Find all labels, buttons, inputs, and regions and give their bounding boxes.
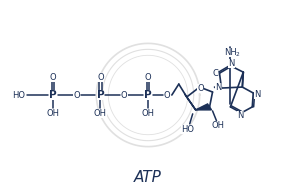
Text: O: O <box>197 83 204 93</box>
Text: HO: HO <box>13 91 26 100</box>
Text: ATP: ATP <box>134 170 162 185</box>
Polygon shape <box>185 94 196 110</box>
Text: C: C <box>213 69 218 78</box>
Text: O: O <box>145 73 151 82</box>
Text: HO: HO <box>181 125 194 134</box>
Text: O: O <box>121 91 128 100</box>
Text: N: N <box>237 111 244 120</box>
Text: P: P <box>144 90 152 100</box>
Text: OH: OH <box>142 109 154 118</box>
Text: OH: OH <box>212 121 225 130</box>
Text: N: N <box>254 90 260 99</box>
Text: N: N <box>215 83 222 91</box>
Text: 2: 2 <box>236 52 239 57</box>
Text: O: O <box>97 73 104 82</box>
Text: N: N <box>228 59 235 68</box>
Text: O: O <box>73 91 80 100</box>
Polygon shape <box>196 104 211 110</box>
Text: P: P <box>97 90 104 100</box>
Text: O: O <box>164 91 170 100</box>
Text: NH: NH <box>224 48 237 57</box>
Text: OH: OH <box>94 109 107 118</box>
Text: P: P <box>49 90 56 100</box>
Text: OH: OH <box>46 109 59 118</box>
Text: O: O <box>50 73 56 82</box>
